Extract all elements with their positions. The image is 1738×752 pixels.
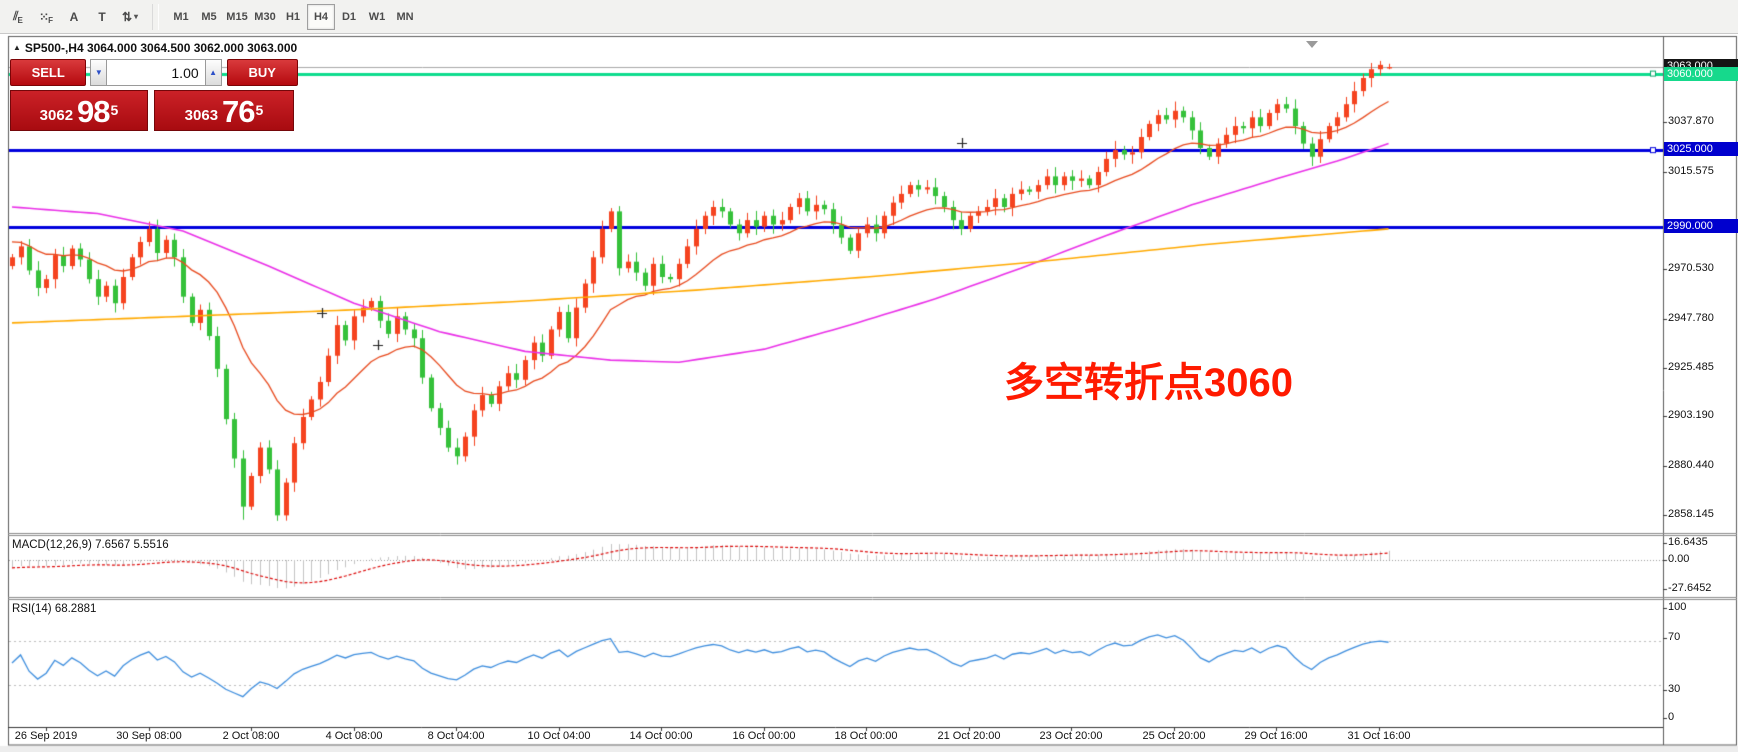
rsi-tick-label: 30 bbox=[1668, 683, 1681, 695]
toolbar: ⫽ E ⁙ F A T ⇅ ▾ M1 M5 M15 M30 H1 H4 D1 W1 MN bbox=[0, 0, 1738, 34]
date-tick-label: 2 Oct 08:00 bbox=[222, 730, 280, 742]
buy-price-big: 76 bbox=[222, 94, 255, 129]
price-tick-label: 2880.440 bbox=[1668, 459, 1714, 471]
volume-decrease-button[interactable]: ▼ bbox=[90, 59, 108, 86]
rsi-tick-label: 70 bbox=[1668, 631, 1681, 643]
timeframe-button-m1[interactable]: M1 bbox=[173, 10, 189, 23]
date-tick-label: 26 Sep 2019 bbox=[14, 730, 78, 742]
collapse-arrow-icon[interactable]: ▲ bbox=[13, 43, 21, 52]
date-tick-label: 25 Oct 20:00 bbox=[1142, 730, 1206, 742]
annotation-text[interactable]: 多空转折点3060 bbox=[1004, 361, 1293, 405]
rsi-indicator-label: RSI(14) 68.2881 bbox=[12, 603, 97, 615]
sell-price-big: 98 bbox=[77, 94, 110, 129]
cursor-mode-icon[interactable]: ⇅ ▾ bbox=[121, 9, 139, 24]
buy-button[interactable]: BUY bbox=[226, 59, 298, 86]
chart-shift-marker-icon[interactable] bbox=[1306, 41, 1318, 48]
price-tick-label: 2947.780 bbox=[1668, 312, 1714, 324]
timeframe-button-h1[interactable]: H1 bbox=[285, 10, 301, 23]
macd-tick-label: 0.00 bbox=[1668, 553, 1690, 565]
price-tick-label: 2925.485 bbox=[1668, 361, 1714, 373]
timeframe-button-d1[interactable]: D1 bbox=[341, 10, 357, 23]
sell-price-prefix: 3062 bbox=[39, 107, 74, 124]
date-tick-label: 16 Oct 00:00 bbox=[732, 730, 796, 742]
date-tick-label: 23 Oct 20:00 bbox=[1039, 730, 1103, 742]
hatching-tool-icon[interactable]: ⫽ E bbox=[13, 9, 23, 25]
chart-title-text: SP500-,H4 3064.000 3064.500 3062.000 306… bbox=[24, 41, 298, 55]
grid-tool-icon[interactable]: ⁙ F bbox=[39, 9, 53, 25]
date-tick-label: 8 Oct 04:00 bbox=[427, 730, 485, 742]
timeframe-button-m30[interactable]: M30 bbox=[254, 10, 276, 23]
price-highlight-label: 3060.000 bbox=[1664, 67, 1738, 81]
volume-input[interactable]: 1.00 bbox=[107, 59, 205, 86]
date-tick-label: 21 Oct 20:00 bbox=[937, 730, 1001, 742]
date-tick-label: 18 Oct 00:00 bbox=[834, 730, 898, 742]
date-tick-label: 4 Oct 08:00 bbox=[325, 730, 383, 742]
text-box-tool-icon[interactable]: T bbox=[98, 9, 106, 24]
timeframe-button-h4[interactable]: H4 bbox=[307, 3, 335, 30]
price-tick-label: 2858.145 bbox=[1668, 508, 1714, 520]
timeframe-button-mn[interactable]: MN bbox=[396, 10, 414, 23]
price-highlight-label: 3025.000 bbox=[1664, 142, 1738, 156]
price-highlight-label: 2990.000 bbox=[1664, 219, 1738, 233]
date-tick-label: 10 Oct 04:00 bbox=[527, 730, 591, 742]
price-tick-label: 2970.530 bbox=[1668, 262, 1714, 274]
rsi-tick-label: 0 bbox=[1668, 711, 1675, 723]
price-tick-label: 2903.190 bbox=[1668, 409, 1714, 421]
sell-price-display[interactable]: 3062 98 5 bbox=[10, 90, 148, 131]
one-click-trade-widget: SELL ▼ 1.00 ▲ BUY 3062 98 5 3063 76 5 bbox=[10, 59, 298, 131]
date-tick-label: 14 Oct 00:00 bbox=[629, 730, 693, 742]
macd-indicator-label: MACD(12,26,9) 7.6567 5.5516 bbox=[12, 539, 169, 551]
chart-title: ▲ SP500-,H4 3064.000 3064.500 3062.000 30… bbox=[13, 41, 297, 55]
buy-price-prefix: 3063 bbox=[184, 107, 219, 124]
date-tick-label: 29 Oct 16:00 bbox=[1244, 730, 1308, 742]
price-tick-label: 3037.870 bbox=[1668, 115, 1714, 127]
timeframe-button-m15[interactable]: M15 bbox=[226, 10, 248, 23]
timeframe-group: M1 M5 M15 M30 H1 H4 D1 W1 MN bbox=[163, 0, 423, 33]
toolbar-separator bbox=[152, 3, 159, 30]
sell-price-sup: 5 bbox=[110, 102, 119, 118]
price-tick-label: 3015.575 bbox=[1668, 165, 1714, 177]
timeframe-button-m5[interactable]: M5 bbox=[201, 10, 217, 23]
macd-tick-label: -27.6452 bbox=[1668, 582, 1712, 594]
sell-button[interactable]: SELL bbox=[10, 59, 87, 86]
buy-price-display[interactable]: 3063 76 5 bbox=[154, 90, 294, 131]
drawing-tools-group: ⫽ E ⁙ F A T ⇅ ▾ bbox=[0, 0, 148, 33]
buy-price-sup: 5 bbox=[255, 102, 264, 118]
text-label-tool-icon[interactable]: A bbox=[69, 9, 79, 24]
volume-increase-button[interactable]: ▲ bbox=[204, 59, 222, 86]
timeframe-button-w1[interactable]: W1 bbox=[368, 10, 386, 23]
date-tick-label: 31 Oct 16:00 bbox=[1347, 730, 1411, 742]
rsi-tick-label: 100 bbox=[1668, 601, 1687, 613]
date-tick-label: 30 Sep 08:00 bbox=[116, 730, 182, 742]
macd-tick-label: 16.6435 bbox=[1668, 536, 1708, 548]
